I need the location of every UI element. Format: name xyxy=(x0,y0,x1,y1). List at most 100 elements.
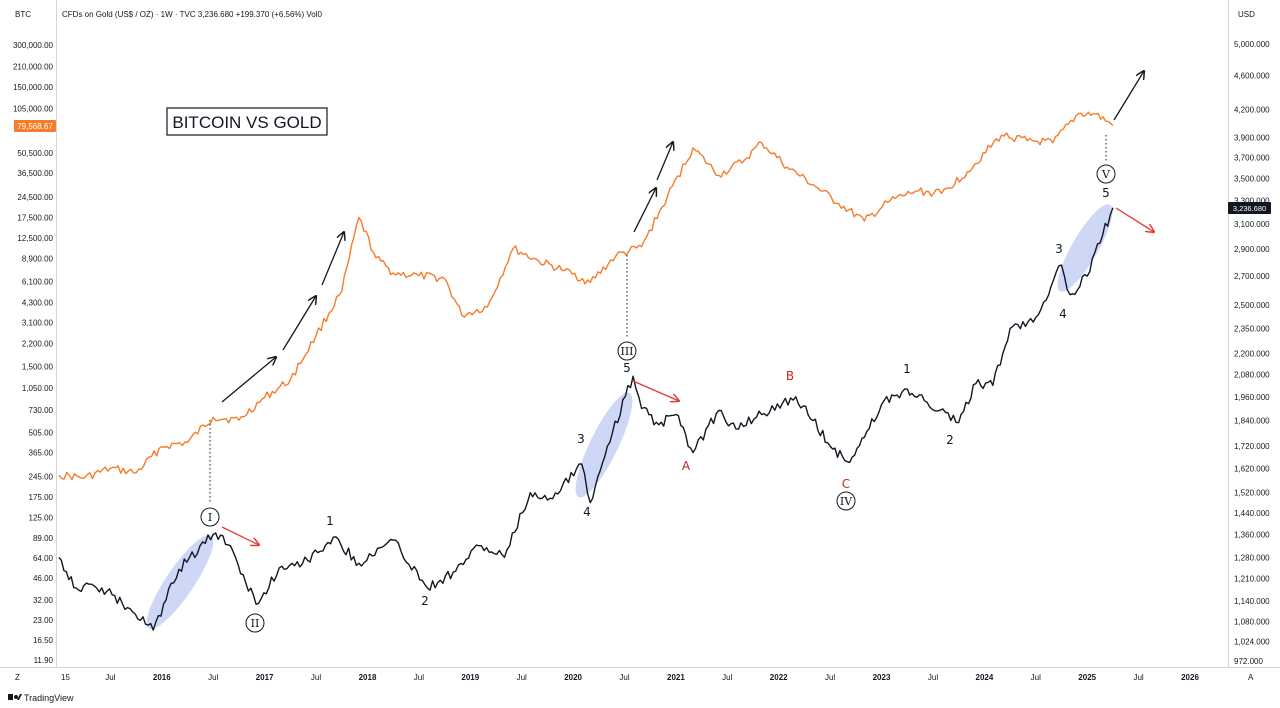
time-axis-tick-label: 2021 xyxy=(667,673,685,682)
left-axis-tick-label: 2,200.00 xyxy=(22,339,54,348)
down-trend-arrows xyxy=(221,207,1154,545)
svg-text:III: III xyxy=(620,345,633,358)
right-axis-tick-label: 2,200.000 xyxy=(1234,349,1270,358)
right-axis-tick-label: 4,600.000 xyxy=(1234,71,1270,80)
left-axis-tick-label: 24,500.00 xyxy=(17,193,53,202)
time-axis-tick-label: 2018 xyxy=(359,673,377,682)
time-axis-tick-label: 2025 xyxy=(1078,673,1096,682)
svg-text:3,236.680: 3,236.680 xyxy=(1233,204,1266,213)
right-axis-tick-label: 1,520.000 xyxy=(1234,489,1270,498)
wave-label-2: 2 xyxy=(946,433,954,447)
wave-highlight-3 xyxy=(575,392,633,498)
time-axis-tick-label: Jul xyxy=(414,673,424,682)
left-axis-tick-label: 17,500.00 xyxy=(17,213,53,222)
chart-title: BITCOIN VS GOLD xyxy=(172,113,321,132)
right-axis-currency: USD xyxy=(1238,10,1255,19)
btc-series-line[interactable] xyxy=(58,111,1114,481)
svg-text:79,568.67: 79,568.67 xyxy=(17,122,53,131)
right-axis-tick-label: 1,210.000 xyxy=(1234,575,1270,584)
right-price-axis[interactable]: 5,000.000 4,600.000 4,200.000 3,900.000 3,70… xyxy=(1234,40,1270,666)
left-axis-tick-label: 125.00 xyxy=(29,513,54,522)
time-axis-tick-label: Jul xyxy=(825,673,835,682)
right-axis-tick-label: 1,140.000 xyxy=(1234,597,1270,606)
time-axis-tick-label: 2026 xyxy=(1181,673,1199,682)
wave-label-C: C xyxy=(842,477,850,491)
right-axis-tick-label: 1,360.000 xyxy=(1234,531,1270,540)
wave-label-2: 2 xyxy=(421,594,429,608)
up-arrow xyxy=(321,232,344,286)
right-axis-tick-label: 2,350.000 xyxy=(1234,324,1270,333)
time-axis-tick-label: 2017 xyxy=(256,673,274,682)
time-axis-tick-label: Jul xyxy=(1133,673,1143,682)
right-axis-tick-label: 1,620.000 xyxy=(1234,465,1270,474)
right-axis-tick-label: 1,720.000 xyxy=(1234,442,1270,451)
wave-label-3: 3 xyxy=(577,432,585,446)
down-arrow xyxy=(1115,207,1154,232)
wave-label-3: 3 xyxy=(1055,242,1063,256)
down-arrow xyxy=(221,526,259,545)
gold-series-line[interactable] xyxy=(58,207,1114,631)
wave-highlight-5 xyxy=(1057,204,1113,292)
tradingview-logo: TradingView xyxy=(8,693,74,703)
time-axis-tick-label: Jul xyxy=(619,673,629,682)
wave-label-B: B xyxy=(786,369,794,383)
time-axis-scroll-marker[interactable]: Z xyxy=(15,673,20,682)
wave-label-1: 1 xyxy=(326,514,334,528)
right-axis-tick-label: 4,200.000 xyxy=(1234,106,1270,115)
wave-label-IV: IV xyxy=(836,491,856,511)
left-axis-tick-label: 300,000.00 xyxy=(13,41,54,50)
time-axis-tick-label: Jul xyxy=(311,673,321,682)
left-axis-tick-label: 50,500.00 xyxy=(17,149,53,158)
gold-price-tag: 3,236.680 xyxy=(1228,202,1271,214)
right-axis-tick-label: 1,960.000 xyxy=(1234,393,1270,402)
right-axis-tick-label: 2,080.000 xyxy=(1234,370,1270,379)
time-axis-tick-label: Jul xyxy=(928,673,938,682)
btc-price-tag: 79,568.67 xyxy=(14,120,56,132)
right-axis-tick-label: 1,840.000 xyxy=(1234,417,1270,426)
up-arrow xyxy=(633,188,656,233)
auto-scale-button[interactable]: A xyxy=(1248,673,1254,682)
left-axis-tick-label: 1,500.00 xyxy=(22,363,54,372)
time-axis-tick-label: Jul xyxy=(208,673,218,682)
left-axis-tick-label: 8,900.00 xyxy=(22,255,54,264)
left-axis-tick-label: 32.00 xyxy=(33,596,54,605)
right-axis-tick-label: 5,000.000 xyxy=(1234,40,1270,49)
left-axis-tick-label: 365.00 xyxy=(29,448,54,457)
tradingview-logo-text: TradingView xyxy=(24,693,74,703)
left-axis-tick-label: 4,300.00 xyxy=(22,299,54,308)
right-axis-tick-label: 3,100.000 xyxy=(1234,220,1270,229)
time-axis-tick-label: 2022 xyxy=(770,673,788,682)
left-axis-tick-label: 245.00 xyxy=(29,473,54,482)
left-axis-tick-label: 505.00 xyxy=(29,429,54,438)
chart-legend[interactable]: CFDs on Gold (US$ / OZ) · 1W · TVC 3,236… xyxy=(62,10,323,19)
time-axis-tick-label: 2023 xyxy=(873,673,891,682)
time-axis-tick-label: Jul xyxy=(722,673,732,682)
left-axis-tick-label: 6,100.00 xyxy=(22,277,54,286)
svg-text:IV: IV xyxy=(840,495,853,508)
up-arrow xyxy=(282,296,316,351)
left-axis-tick-label: 175.00 xyxy=(29,493,54,502)
time-axis-tick-label: 2024 xyxy=(976,673,994,682)
up-trend-arrows xyxy=(221,71,1144,403)
wave-label-V: V xyxy=(1096,164,1116,184)
right-axis-tick-label: 3,300.000 xyxy=(1234,197,1270,206)
chart-title-box[interactable]: BITCOIN VS GOLD xyxy=(166,107,328,136)
wave-label-II: II xyxy=(245,613,265,633)
left-axis-tick-label: 210,000.00 xyxy=(13,63,54,72)
time-axis-tick-label: 2019 xyxy=(461,673,479,682)
wave-label-1: 1 xyxy=(903,362,911,376)
time-axis[interactable]: 15 Jul 2016 Jul 2017 Jul 2018 Jul 2019 Jul 2020 Jul… xyxy=(61,673,1199,682)
wave-label-4: 4 xyxy=(1059,307,1067,321)
up-arrow xyxy=(656,142,673,181)
svg-text:II: II xyxy=(251,617,260,630)
left-axis-tick-label: 1,050.00 xyxy=(22,384,54,393)
svg-text:V: V xyxy=(1101,168,1111,181)
right-axis-tick-label: 2,900.000 xyxy=(1234,245,1270,254)
left-axis-tick-label: 150,000.00 xyxy=(13,83,54,92)
left-price-axis[interactable]: 300,000.00 210,000.00 150,000.00 105,000.00… xyxy=(13,41,54,665)
up-arrow xyxy=(1113,71,1144,121)
time-axis-tick-label: 2020 xyxy=(564,673,582,682)
wave-label-5: 5 xyxy=(1102,186,1110,200)
